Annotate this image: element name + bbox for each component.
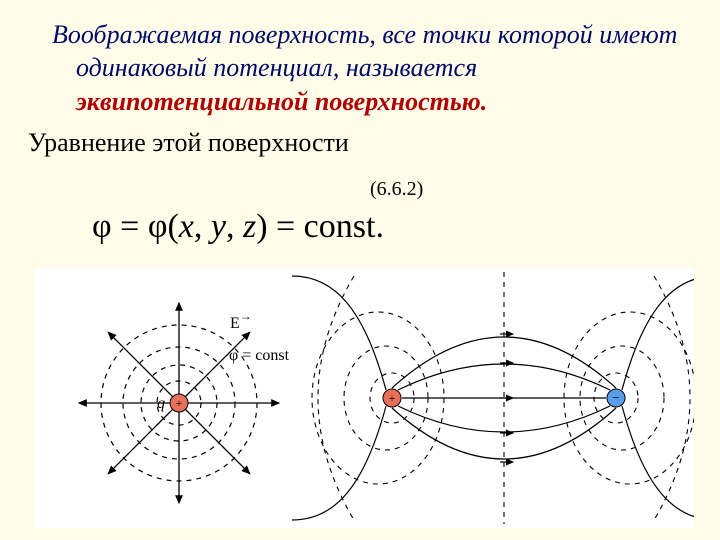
equation-number: (6.6.2) bbox=[370, 178, 423, 201]
diagrams-panel: + q E→ φ = const bbox=[34, 268, 694, 528]
subheading: Уравнение этой поверхности bbox=[28, 128, 692, 158]
label-E: E→ bbox=[230, 309, 252, 332]
point-charge-diagram: + q E→ φ = const bbox=[79, 303, 290, 503]
label-phi: φ = const bbox=[229, 347, 290, 364]
definition-paragraph: Воображаемая поверхность, все точки кото… bbox=[28, 18, 692, 118]
definition-term: эквипотенциальной поверхностью bbox=[76, 87, 481, 116]
equation: φ = φ(x, y, z) = const. bbox=[92, 208, 384, 246]
svg-text:+: + bbox=[176, 396, 183, 410]
definition-term-period: . bbox=[481, 87, 488, 116]
definition-lead: Воображаемая поверхность, все точки кото… bbox=[52, 20, 677, 82]
svg-text:−: − bbox=[612, 391, 620, 406]
dipole-diagram: + − bbox=[292, 272, 694, 524]
svg-text:+: + bbox=[389, 391, 396, 405]
label-q: q bbox=[157, 395, 165, 412]
diagrams-svg: + q E→ φ = const bbox=[34, 268, 694, 528]
